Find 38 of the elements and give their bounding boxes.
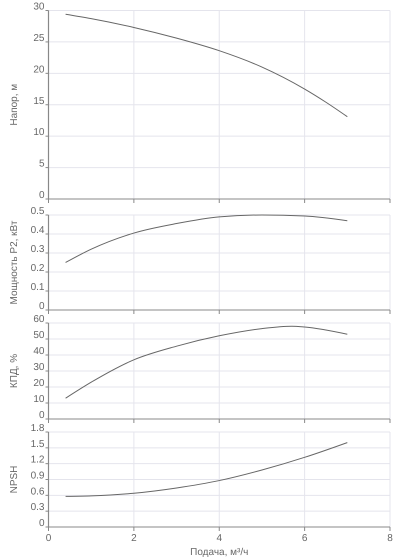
y-axis-title: КПД, % (9, 354, 20, 388)
y-tick-label: 1.5 (30, 438, 45, 450)
y-tick-label: 1.2 (30, 454, 45, 466)
x-tick-label: 6 (302, 533, 308, 544)
y-tick-label: 1.8 (30, 423, 45, 434)
y-tick-label: 0 (38, 301, 45, 312)
y-tick-label: 15 (33, 96, 45, 107)
y-tick-label: 0 (38, 410, 45, 421)
y-tick-label: 0 (38, 518, 45, 529)
y-tick-label: 0.9 (30, 470, 45, 482)
y-tick-label: 20 (33, 64, 45, 76)
y-tick-label: 0 (38, 190, 45, 201)
y-tick-label: 20 (33, 378, 45, 389)
y-tick-label: 0.3 (30, 244, 45, 255)
y-tick-label: 30 (33, 362, 45, 373)
x-tick-label: 2 (131, 533, 138, 544)
y-tick-label: 0.1 (30, 282, 45, 293)
y-tick-label: 5 (38, 158, 45, 170)
y-tick-label: 40 (33, 346, 45, 357)
y-tick-label: 10 (33, 394, 45, 405)
y-tick-label: 0.6 (30, 486, 45, 498)
x-tick-label: 0 (46, 533, 52, 544)
y-tick-label: 25 (33, 32, 45, 44)
y-tick-label: 30 (33, 2, 45, 12)
y-tick-label: 60 (33, 314, 45, 325)
x-tick-label: 4 (216, 533, 222, 544)
y-tick-label: 10 (33, 127, 45, 138)
y-axis-title: Напор, м (9, 84, 20, 126)
y-tick-label: 0.5 (30, 206, 45, 217)
x-axis-title: Подача, м³/ч (190, 547, 248, 558)
line-series (65, 214, 348, 263)
y-tick-label: 0.2 (30, 263, 45, 274)
y-tick-label: 0.4 (30, 225, 45, 236)
y-axis-title: Мощность P2, кВт (9, 220, 20, 304)
x-tick-label: 8 (387, 533, 394, 544)
y-tick-label: 50 (33, 330, 45, 341)
y-axis-title: NPSH (9, 466, 20, 494)
y-tick-label: 0.3 (30, 502, 45, 514)
